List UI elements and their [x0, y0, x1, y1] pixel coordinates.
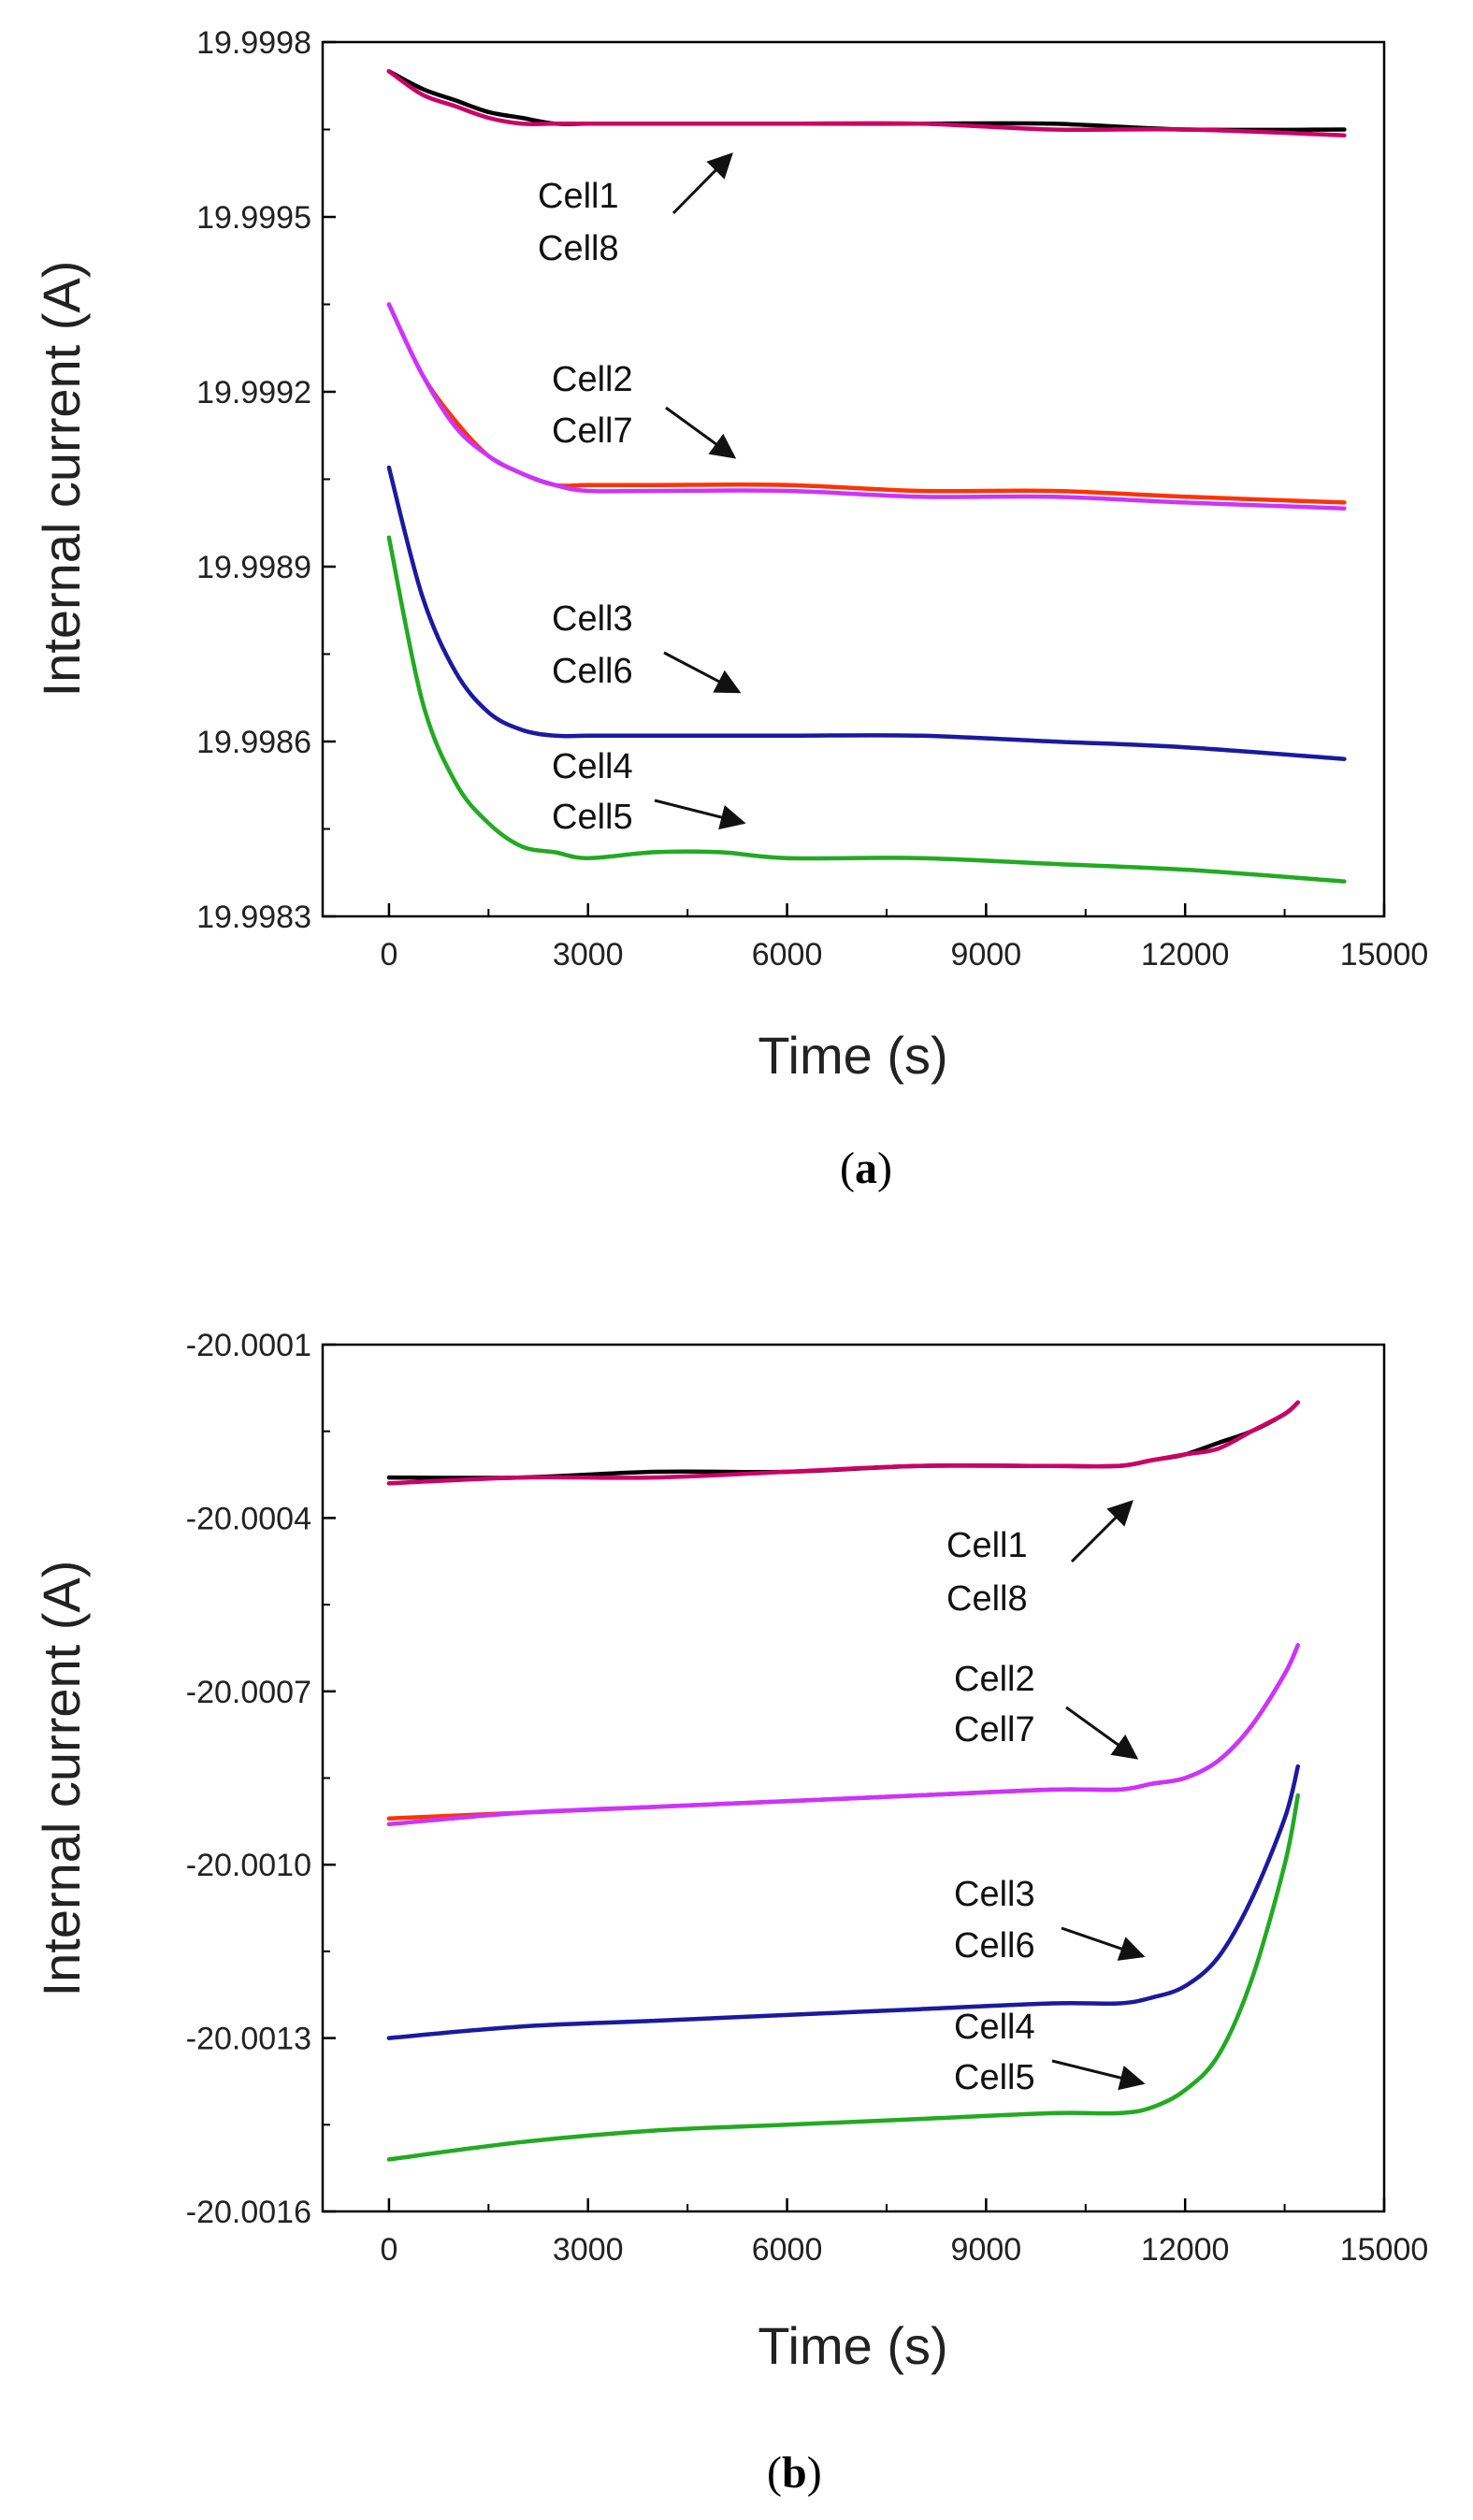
- y-tick-label: -20.0004: [186, 1501, 311, 1536]
- x-tick-label: 9000: [951, 2232, 1022, 2268]
- series-line-5: [386, 1764, 1301, 2040]
- annotation-arrow: [1051, 2059, 1146, 2091]
- x-tick-label: 12000: [1141, 937, 1230, 972]
- x-tick-label: 3000: [553, 937, 624, 972]
- annotation-text: Cell3: [552, 599, 633, 639]
- series-line-2: [386, 68, 1347, 137]
- annotation-arrow: [663, 651, 742, 694]
- annotation-arrow: [1065, 1706, 1139, 1760]
- series-layer: [386, 1400, 1301, 2162]
- chart-panel-b: 0 3000 6000 9000 12000 15000 -20.0016 -20.0013…: [32, 1328, 1428, 2498]
- y-tick-label: -20.0016: [186, 2195, 311, 2230]
- annotation-text: Cell7: [552, 411, 633, 451]
- annotation-arrow: [654, 799, 746, 830]
- series-line-2: [386, 1400, 1301, 1486]
- x-tick-label: 6000: [752, 937, 823, 972]
- series-line-5: [386, 465, 1347, 761]
- y-tick-label: 19.9995: [196, 200, 311, 236]
- x-tick-label: 9000: [951, 937, 1022, 972]
- x-axis-label: Time (s): [758, 1026, 947, 1085]
- x-tick-label: 0: [380, 2232, 397, 2268]
- y-tick-label: 19.9983: [196, 900, 311, 935]
- x-tick-label: 12000: [1141, 2232, 1230, 2268]
- annotation-arrow: [672, 152, 733, 215]
- y-axis-label: Internal current (A): [32, 1561, 91, 1997]
- series-line-6: [386, 535, 1347, 884]
- series-line-1: [386, 68, 1347, 133]
- y-tick-label: -20.0013: [186, 2022, 311, 2057]
- annotation-arrow: [1070, 1500, 1134, 1563]
- annotation-text: Cell6: [552, 652, 633, 691]
- series-line-1: [386, 1400, 1301, 1480]
- y-tick-label: 19.9986: [196, 725, 311, 760]
- annotation-text: Cell7: [954, 1710, 1035, 1750]
- annotation-arrow: [1061, 1926, 1146, 1961]
- series-layer: [386, 68, 1347, 884]
- annotation-text: Cell8: [946, 1579, 1028, 1619]
- chart-panel-a: 0 3000 6000 9000 12000 15000 19.998319.998619…: [32, 25, 1428, 1193]
- annotation-text: Cell1: [946, 1526, 1028, 1565]
- annotation-text: Cell2: [954, 1660, 1035, 1699]
- annotation-text: Cell8: [538, 229, 619, 268]
- annotation-text: Cell2: [552, 360, 633, 399]
- y-tick-label: -20.0007: [186, 1675, 311, 1710]
- series-line-3: [386, 302, 1347, 505]
- x-axis-label: Time (s): [758, 2316, 947, 2375]
- panel-letter: b: [782, 2448, 807, 2498]
- x-tick-label: 15000: [1340, 2232, 1429, 2268]
- series-line-4: [386, 1643, 1301, 1827]
- plot-frame: [321, 1343, 1386, 2213]
- x-axis: 0 3000 6000 9000 12000 15000: [380, 2198, 1428, 2268]
- series-line-4: [386, 302, 1347, 511]
- series-line-3: [386, 1643, 1301, 1822]
- y-tick-label: -20.0001: [186, 1328, 311, 1363]
- panel-letter: a: [855, 1144, 877, 1193]
- x-tick-label: 3000: [553, 2232, 624, 2268]
- annotation-text: Cell5: [552, 798, 633, 837]
- annotation-text: Cell4: [954, 2008, 1035, 2047]
- panel-label: (a): [840, 1144, 892, 1193]
- annotation-text: Cell4: [552, 747, 633, 786]
- x-tick-label: 15000: [1340, 937, 1429, 972]
- plot-frame: [321, 40, 1386, 918]
- annotation-text: Cell5: [954, 2058, 1035, 2097]
- x-tick-label: 0: [380, 937, 397, 972]
- annotation-text: Cell6: [954, 1926, 1035, 1966]
- x-tick-label: 6000: [752, 2232, 823, 2268]
- annotation-text: Cell1: [538, 177, 619, 216]
- y-tick-label: 19.9998: [196, 25, 311, 61]
- annotation-arrow: [665, 406, 737, 459]
- x-axis: 0 3000 6000 9000 12000 15000: [380, 903, 1428, 972]
- y-tick-label: 19.9989: [196, 550, 311, 585]
- annotation-text: Cell3: [954, 1875, 1035, 1914]
- y-axis: -20.0016 -20.0013 -20.0010 -20.0007 -20.0004…: [186, 1328, 336, 2230]
- y-tick-label: -20.0010: [186, 1848, 311, 1883]
- series-line-6: [386, 1793, 1301, 2162]
- panel-label: (b): [767, 2448, 822, 2498]
- y-axis-label: Internal current (A): [32, 261, 91, 698]
- y-axis: 19.9983 19.9986 19.9989 19.9992 19.9995 19.99…: [196, 25, 336, 935]
- y-tick-label: 19.9992: [196, 375, 311, 410]
